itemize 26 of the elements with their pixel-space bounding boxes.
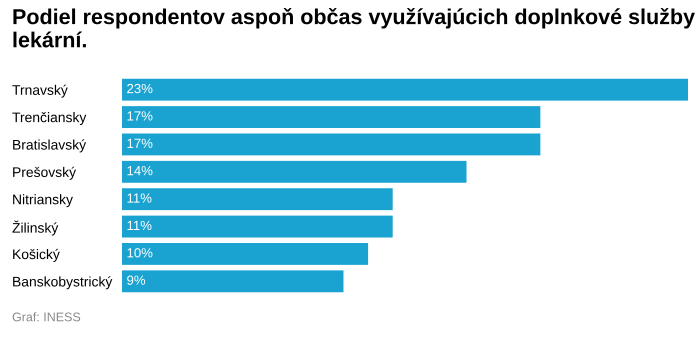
data-label: 11% (128, 193, 152, 203)
y-tick-label: Banskobystrický (13, 276, 112, 290)
y-tick-label: Košický (13, 248, 60, 262)
bar (122, 78, 688, 101)
bar (122, 160, 467, 183)
y-tick-label: Bratislavský (13, 139, 86, 152)
data-label: 14% (128, 166, 152, 176)
bar (122, 242, 368, 265)
text: Graf: INESS (12, 312, 80, 322)
y-tick-label: Trnavský (12, 84, 68, 98)
bar (122, 270, 344, 292)
data-label: 9% (127, 276, 146, 285)
y-tick-label: Žilinský (12, 220, 58, 236)
chart-title: Podiel respondentov aspoň občas využívajúcich doplnkové služby lekární. (13, 8, 695, 48)
data-label: 10% (128, 248, 152, 258)
data-label: 11% (128, 220, 152, 230)
bar (122, 216, 393, 238)
bar (122, 188, 393, 210)
bar (122, 106, 540, 128)
data-label: 17% (128, 138, 152, 148)
y-tick-label: Trenčiansky (12, 112, 86, 125)
data-label: 23% (127, 84, 152, 94)
bar (122, 133, 540, 156)
data-label: 17% (128, 111, 152, 121)
y-tick-label: Prešovský (13, 166, 76, 180)
y-tick-label: Nitriansky (13, 194, 73, 208)
